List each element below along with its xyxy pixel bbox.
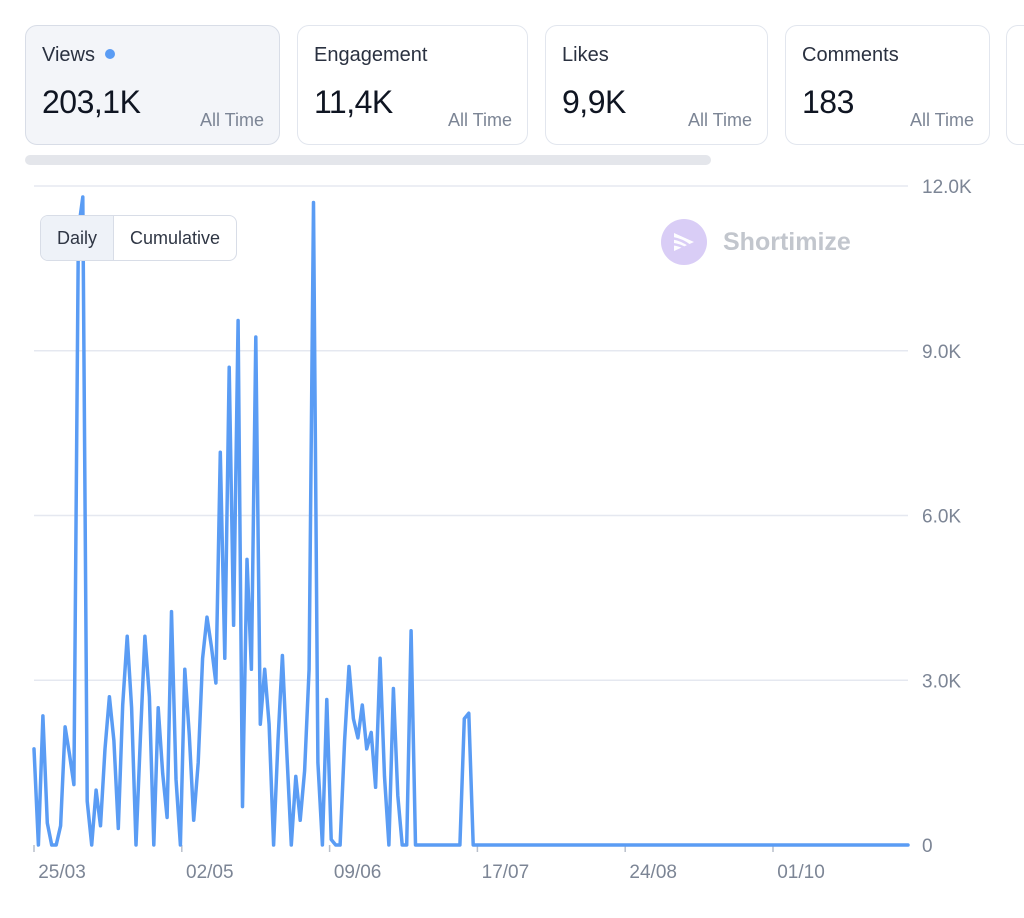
shortimize-logo-icon (661, 219, 707, 265)
x-tick-label: 24/08 (629, 862, 677, 883)
metric-value: 9,9K (562, 84, 626, 120)
x-tick-label: 01/10 (777, 862, 825, 883)
metric-card-overflow[interactable] (1006, 25, 1024, 145)
metric-period: All Time (687, 110, 752, 130)
metric-card-engagement[interactable]: Engagement 11,4K All Time (297, 25, 528, 145)
metric-value: 203,1K (42, 84, 141, 120)
y-tick-label: 6.0K (922, 507, 961, 528)
chart-series (32, 195, 910, 847)
metric-label-text: Views (42, 44, 95, 66)
metric-period: All Time (199, 110, 264, 130)
metric-value: 11,4K (314, 84, 393, 120)
x-tick-label: 17/07 (482, 862, 530, 883)
chart-grid (34, 185, 908, 681)
x-tick-label: 09/06 (334, 862, 382, 883)
x-tick-label: 25/03 (38, 862, 86, 883)
metric-value: 183 (802, 84, 854, 120)
x-tick-label: 02/05 (186, 862, 234, 883)
metric-period: All Time (447, 110, 512, 130)
series-line-views (32, 195, 910, 847)
view-toggle: Daily Cumulative (40, 215, 238, 261)
metric-label: Engagement (314, 44, 428, 66)
metric-period: All Time (909, 110, 974, 130)
y-axis: 0 3.0K 6.0K 9.0K 12.0K (922, 177, 972, 857)
metric-label: Comments (802, 44, 899, 66)
metric-card-likes[interactable]: Likes 9,9K All Time (545, 25, 768, 145)
cumulative-toggle-button[interactable]: Cumulative (130, 228, 221, 248)
brand-name: Shortimize (723, 227, 851, 256)
active-dot-icon (105, 48, 115, 59)
y-tick-label: 0 (922, 836, 933, 857)
metric-card-comments[interactable]: Comments 183 All Time (785, 25, 990, 145)
metric-label: Views (42, 44, 115, 67)
brand-watermark: Shortimize (661, 219, 851, 265)
metric-cards: Views 203,1K All Time Engagement 11,4K A… (0, 0, 1024, 170)
daily-toggle-button[interactable]: Daily (41, 216, 115, 260)
metric-card-views[interactable]: Views 203,1K All Time (25, 25, 280, 145)
y-tick-label: 3.0K (922, 671, 961, 692)
metric-label: Likes (562, 44, 609, 66)
x-axis: 25/03 02/05 09/06 17/07 24/08 01/10 (33, 845, 825, 883)
y-tick-label: 12.0K (922, 177, 972, 198)
cards-scrollbar[interactable] (25, 155, 711, 165)
y-tick-label: 9.0K (922, 342, 961, 363)
